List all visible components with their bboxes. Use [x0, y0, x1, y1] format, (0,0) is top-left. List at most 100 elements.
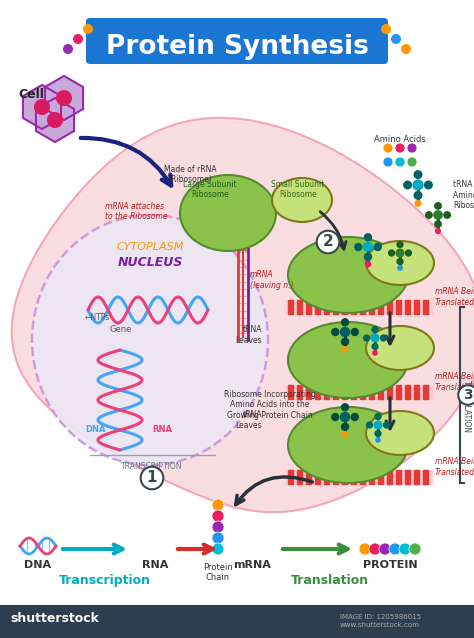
Circle shape — [395, 143, 405, 153]
Circle shape — [331, 328, 339, 336]
Circle shape — [342, 346, 348, 353]
Circle shape — [73, 34, 83, 44]
Circle shape — [414, 200, 421, 207]
Circle shape — [409, 543, 421, 555]
Circle shape — [383, 143, 393, 153]
FancyBboxPatch shape — [86, 18, 388, 64]
Text: CYTOPLASM: CYTOPLASM — [116, 242, 184, 252]
Polygon shape — [45, 76, 83, 120]
Bar — [414, 470, 419, 484]
Circle shape — [351, 413, 359, 421]
Bar — [324, 470, 329, 484]
Text: mRNA Being
Translated: mRNA Being Translated — [435, 287, 474, 307]
Ellipse shape — [32, 215, 268, 465]
Circle shape — [212, 543, 224, 555]
Circle shape — [341, 318, 349, 327]
Circle shape — [413, 191, 422, 200]
Circle shape — [63, 44, 73, 54]
Bar — [414, 385, 419, 399]
Circle shape — [396, 258, 404, 265]
Polygon shape — [23, 85, 61, 129]
Text: RNA: RNA — [152, 426, 172, 434]
Ellipse shape — [366, 411, 434, 455]
Text: Made of rRNA
(Ribosome): Made of rRNA (Ribosome) — [164, 165, 216, 184]
Text: 3: 3 — [463, 388, 473, 402]
Circle shape — [381, 24, 391, 34]
Circle shape — [383, 421, 390, 429]
Bar — [351, 385, 356, 399]
Bar — [333, 470, 338, 484]
Bar — [342, 385, 347, 399]
Bar — [351, 470, 356, 484]
Bar — [423, 300, 428, 314]
Circle shape — [425, 211, 433, 219]
Ellipse shape — [366, 326, 434, 370]
Bar — [369, 385, 374, 399]
Circle shape — [397, 265, 403, 271]
Circle shape — [433, 210, 443, 220]
Bar — [378, 470, 383, 484]
Circle shape — [359, 543, 371, 555]
Text: Amino Acids: Amino Acids — [374, 135, 426, 144]
Text: Ribosome Incorporating
Amino Acids into the
Growing Protein Chain: Ribosome Incorporating Amino Acids into … — [224, 390, 316, 420]
Circle shape — [354, 243, 363, 251]
Circle shape — [371, 326, 379, 333]
Bar — [297, 385, 302, 399]
Text: Large Subunit
Ribosome: Large Subunit Ribosome — [183, 180, 237, 200]
Circle shape — [435, 228, 441, 234]
Bar — [405, 300, 410, 314]
Bar — [315, 385, 320, 399]
Text: tRNA Bringing
Amino Acid to
Ribosome: tRNA Bringing Amino Acid to Ribosome — [453, 180, 474, 210]
Bar — [378, 385, 383, 399]
Bar — [423, 385, 428, 399]
Text: tRNA
Leaves: tRNA Leaves — [236, 325, 262, 345]
Circle shape — [363, 242, 373, 252]
Bar — [387, 385, 392, 399]
Circle shape — [366, 421, 373, 429]
Circle shape — [407, 143, 417, 153]
Circle shape — [399, 543, 411, 555]
Bar — [369, 300, 374, 314]
Circle shape — [413, 170, 422, 179]
Circle shape — [383, 157, 393, 167]
Ellipse shape — [180, 175, 276, 251]
Circle shape — [372, 350, 378, 356]
Bar — [306, 470, 311, 484]
Text: mRNA Being
Translated: mRNA Being Translated — [435, 457, 474, 477]
Circle shape — [389, 543, 401, 555]
Circle shape — [340, 412, 350, 422]
Circle shape — [341, 338, 349, 346]
Ellipse shape — [288, 407, 408, 483]
Text: 2: 2 — [323, 235, 333, 249]
Circle shape — [374, 420, 383, 429]
Circle shape — [395, 248, 404, 258]
Text: Protein Synthesis: Protein Synthesis — [106, 34, 368, 60]
Text: 1: 1 — [147, 470, 157, 486]
Text: www.shutterstock.com: www.shutterstock.com — [340, 622, 420, 628]
Text: TRANSLATION: TRANSLATION — [462, 380, 471, 433]
Bar — [369, 470, 374, 484]
Polygon shape — [12, 118, 474, 512]
Text: Translation: Translation — [291, 574, 369, 587]
Bar — [324, 385, 329, 399]
Text: Protein
Chain: Protein Chain — [203, 563, 233, 582]
Circle shape — [379, 543, 391, 555]
Polygon shape — [36, 98, 74, 142]
Bar — [396, 300, 401, 314]
Circle shape — [83, 24, 93, 34]
Text: Small Subunit
Ribosome: Small Subunit Ribosome — [271, 180, 325, 200]
Text: TRANSCRIPTION: TRANSCRIPTION — [121, 462, 183, 471]
Bar — [378, 300, 383, 314]
Circle shape — [364, 233, 372, 241]
Circle shape — [388, 249, 395, 256]
Bar — [297, 300, 302, 314]
Bar — [405, 385, 410, 399]
Ellipse shape — [366, 241, 434, 285]
Text: Cell: Cell — [18, 88, 44, 101]
Bar — [423, 470, 428, 484]
Bar — [333, 300, 338, 314]
Bar — [414, 300, 419, 314]
Bar — [387, 470, 392, 484]
Text: shutterstock: shutterstock — [10, 612, 99, 625]
Circle shape — [365, 261, 371, 267]
